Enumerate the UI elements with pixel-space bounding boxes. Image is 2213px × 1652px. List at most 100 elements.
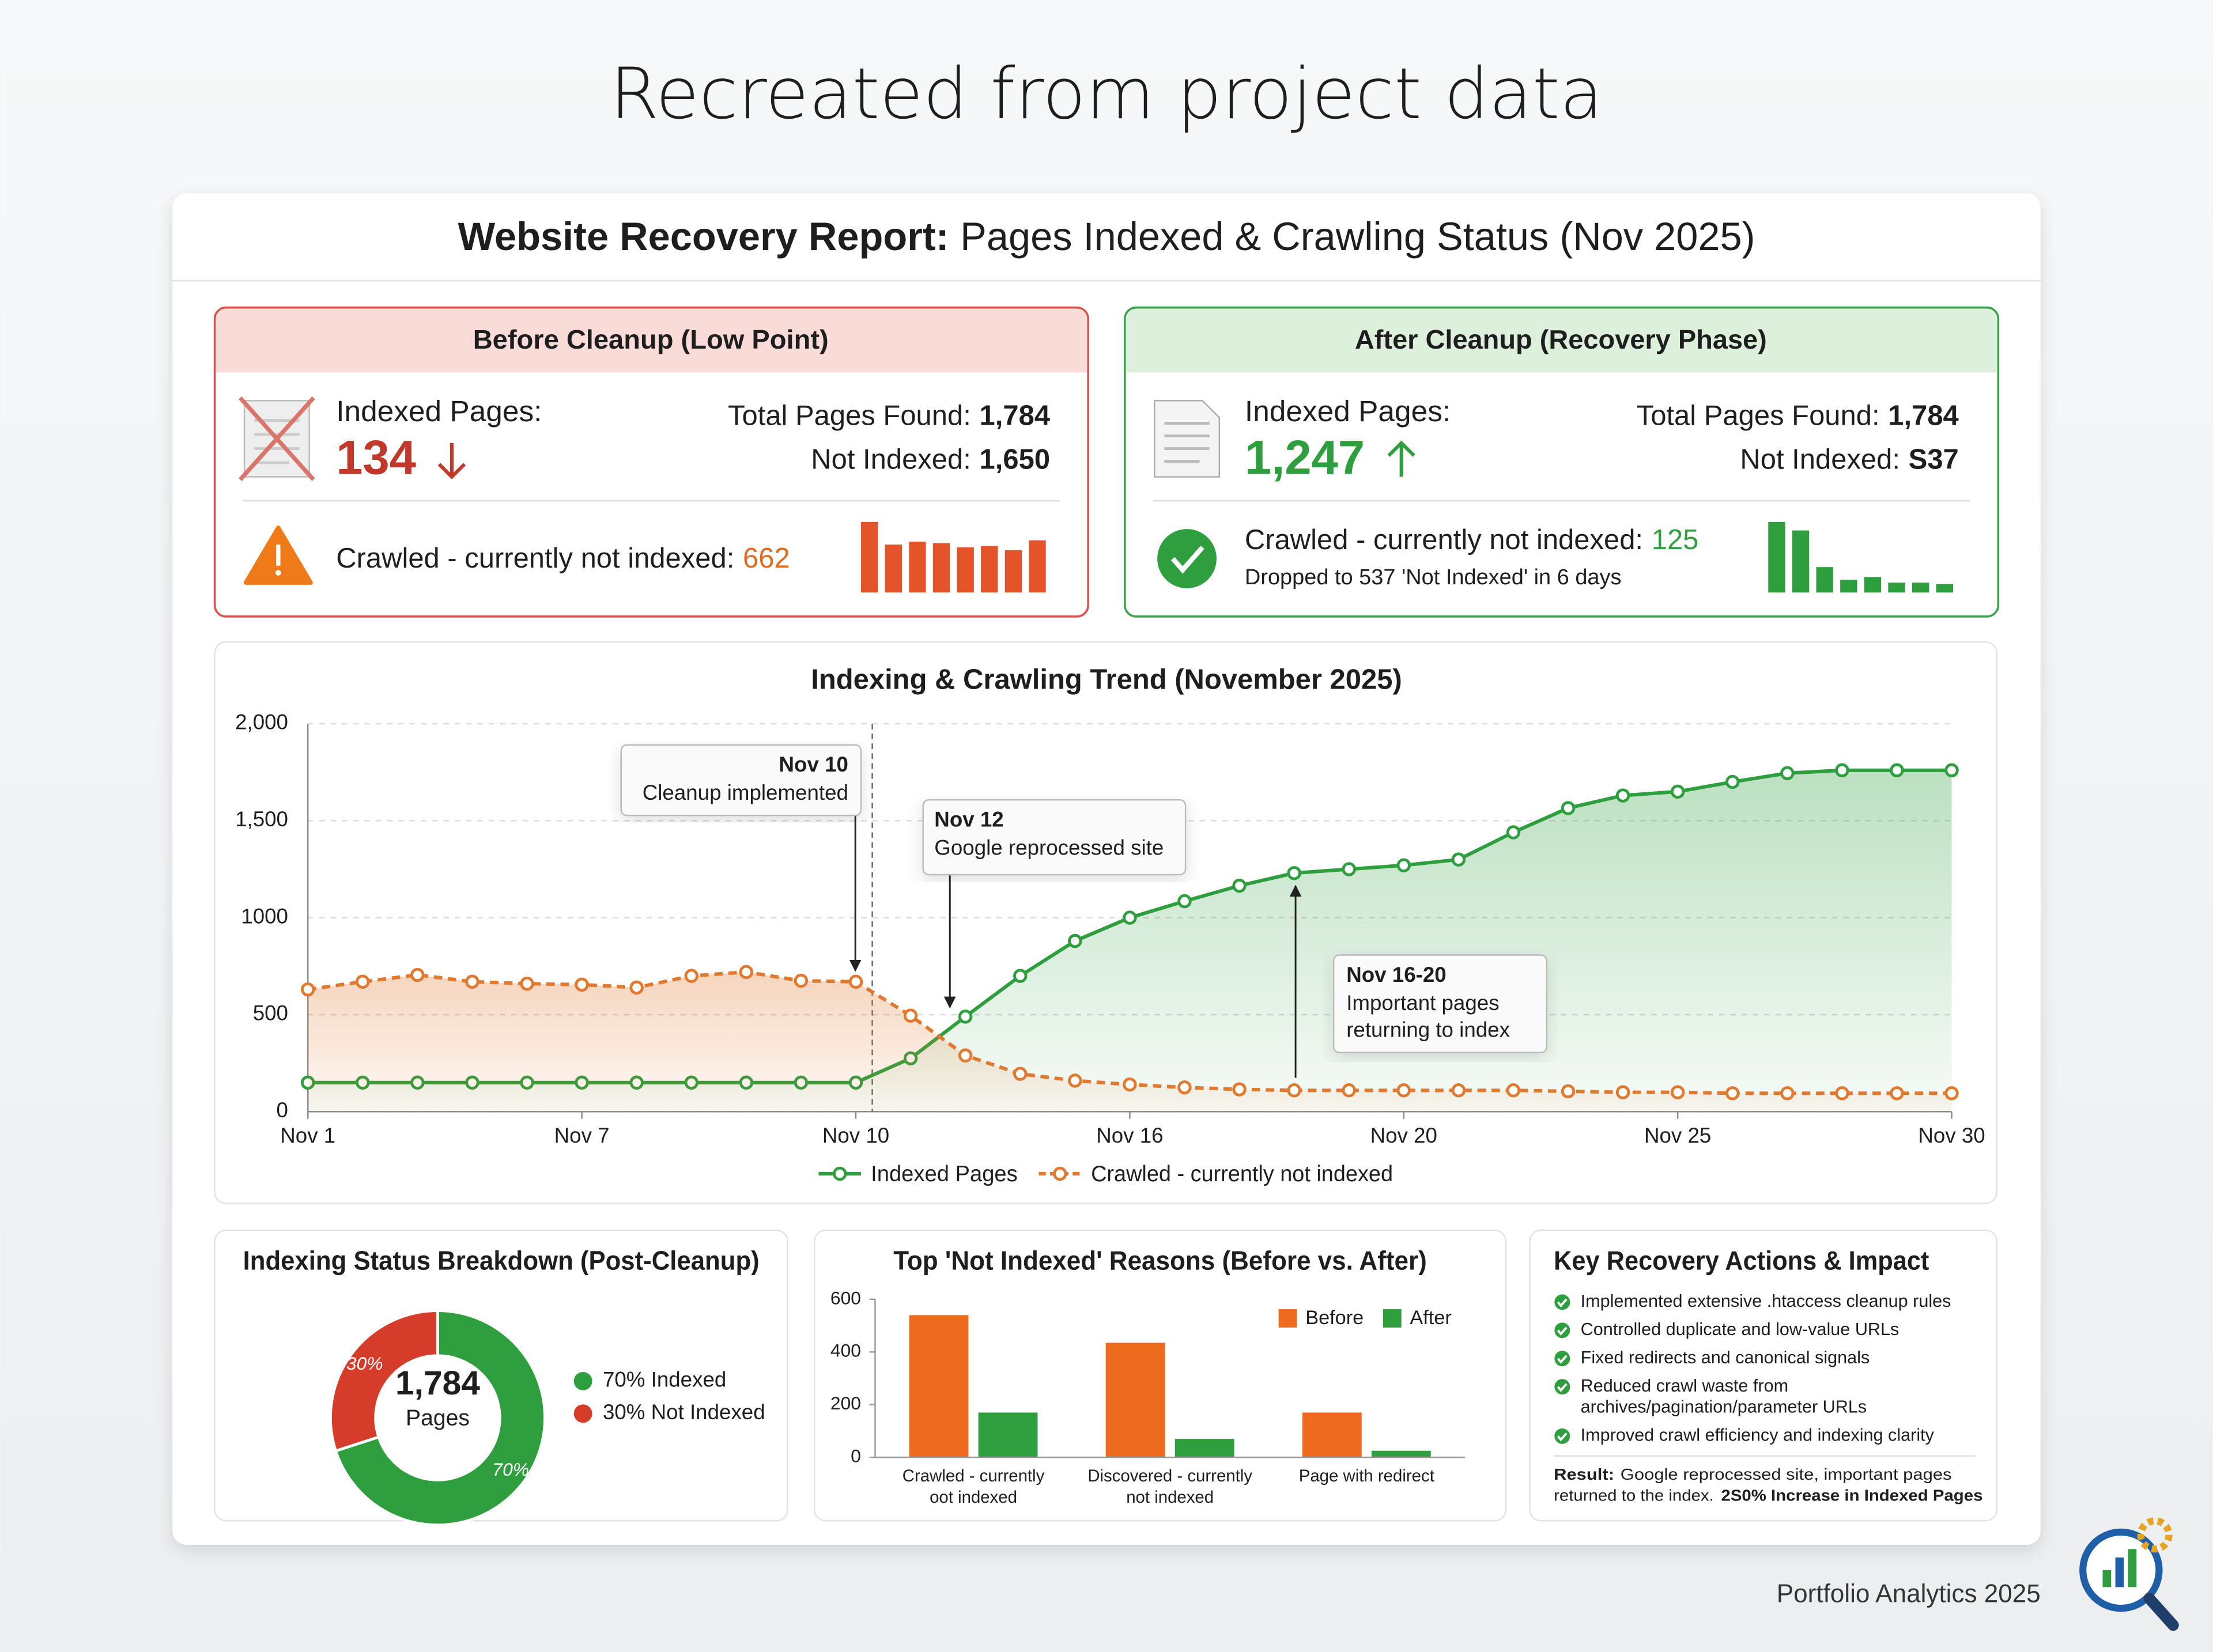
center-value: 1,784 [395,1364,480,1402]
check-mark [1170,546,1204,574]
y-tick-label: 0 [851,1446,861,1466]
before-mini-bars-icon [860,521,1046,593]
data-point [629,980,644,995]
before-crawled-label: Crawled - currently not indexed: [336,543,734,574]
data-point [1287,865,1301,880]
data-point [1232,878,1247,893]
data-point [1123,1077,1137,1092]
legend-swatch [1383,1309,1402,1328]
after-total-label: Total Pages Found: [1637,400,1880,432]
x-tick-label: Nov 10 [822,1124,889,1147]
chart-title: Indexing & Crawling Trend (November 2025… [811,664,1402,695]
logo-gear [2137,1517,2173,1553]
data-point [1177,894,1192,909]
data-point [1123,910,1137,925]
annotation-text: Important pages [1346,991,1499,1015]
data-point [1013,1067,1028,1081]
data-point [1177,1080,1192,1095]
data-point [410,967,425,982]
data-point [1396,1083,1411,1098]
data-point [1013,969,1028,983]
data-point [1068,933,1082,948]
pie-chart: Indexing Status Breakdown (Post-Cleanup)… [243,1246,765,1527]
data-point [958,1010,973,1024]
data-point [1780,766,1795,781]
before-crawled: Crawled - currently not indexed: 662 [336,543,790,574]
legend-label: After [1410,1307,1451,1329]
data-point [1068,1073,1082,1088]
after-doc-icon [1154,400,1221,478]
bar [1175,1439,1234,1458]
check-mark [1557,1355,1568,1364]
slice-label: 70% [492,1459,529,1480]
legend-label: Indexed Pages [871,1162,1018,1186]
check-bullet [1554,1351,1570,1367]
report-title-rest: Pages Indexed & Crawling Status (Nov 202… [960,214,1755,259]
center-label: Pages [406,1405,470,1430]
legend-marker [573,1372,592,1390]
data-point [1506,1083,1521,1098]
x-tick-label: Discovered - currently [1087,1466,1252,1485]
bar-chart: Top 'Not Indexed' Reasons (Before vs. Af… [830,1246,1465,1507]
after-mini-bars-icon [1768,521,1954,593]
before-doc-icon [238,396,315,481]
data-point [465,974,479,989]
mini-bar [1029,540,1046,593]
pie-slice [328,1309,439,1453]
data-point [1615,1085,1630,1099]
after-not-indexed-label: Not Indexed: [1740,444,1900,475]
data-point [1287,1083,1301,1098]
logo-bar [2128,1549,2137,1587]
x-tick-label: Nov 1 [280,1124,335,1147]
x-tick-label: Nov 7 [554,1124,610,1147]
data-point [1506,825,1521,840]
data-point [1396,858,1411,872]
data-point [739,965,754,980]
result-label: Result: [1554,1465,1614,1483]
data-point [1835,763,1849,778]
before-heading: Before Cleanup (Low Point) [473,324,829,354]
warning-dot [275,570,281,576]
before-indexed-label: Indexed Pages: [336,394,542,428]
legend-label: Before [1305,1307,1364,1329]
check-bullet [1554,1322,1570,1339]
legend-label: Crawled - currently not indexed [1091,1162,1393,1186]
pie-slice [334,1309,546,1527]
check-mark [1557,1298,1568,1307]
doc-cross [238,396,315,481]
data-point [1835,1086,1849,1101]
after-total-value: 1,784 [1888,400,1959,432]
check-mark [1557,1383,1568,1392]
down-arrow-icon [437,443,466,479]
data-point [1944,1086,1959,1101]
y-tick-label: 2,000 [235,710,288,734]
result-highlight: 2S0% Increase in Indexed Pages [1721,1487,1983,1504]
result-text: returned to the index. [1554,1487,1714,1504]
data-point [356,974,370,989]
report-title-bold: Website Recovery Report: [458,214,949,259]
actions-panel [1529,1229,1998,1522]
data-point [1780,1086,1795,1101]
x-tick-label: Crawled - currently [902,1466,1045,1485]
data-point [1615,788,1630,803]
page-title: Recreated from project data [610,52,1603,135]
after-heading: After Cleanup (Recovery Phase) [1355,324,1767,354]
before-total-label: Total Pages Found: [728,400,971,432]
actions-title: Key Recovery Actions & Impact [1554,1246,1929,1276]
data-point [1561,801,1576,815]
legend-marker [833,1166,847,1181]
mini-bar [1888,583,1905,593]
y-tick-label: 200 [830,1393,861,1413]
data-point [848,974,863,989]
mini-bar [885,545,902,593]
line-chart: Indexing & Crawling Trend (November 2025… [235,664,1985,1186]
x-tick-label: Nov 30 [1918,1124,1985,1147]
legend-swatch [1278,1309,1297,1328]
annotation-box [620,744,862,816]
before-indexed-value: 134 [336,431,416,485]
mini-bar [1768,521,1785,593]
check-bullet [1554,1379,1570,1395]
x-tick-label: Nov 16 [1096,1124,1163,1147]
x-tick-label: not indexed [1126,1488,1214,1507]
